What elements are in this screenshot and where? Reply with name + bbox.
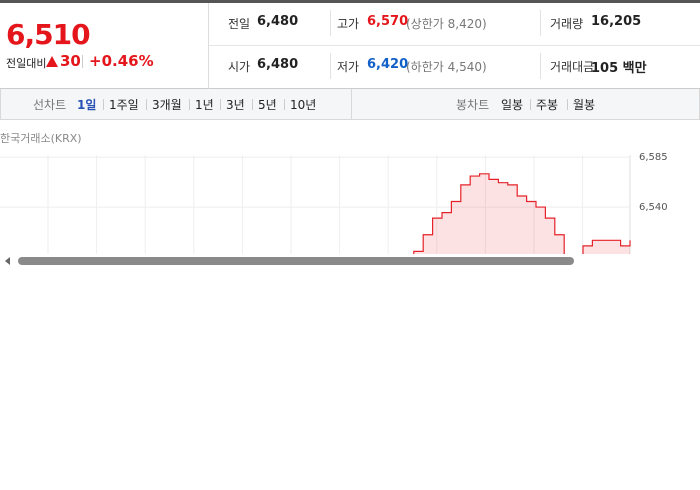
stat-value: 105 백만 — [591, 61, 647, 76]
stat-value: 6,480 — [257, 14, 299, 29]
col-divider — [330, 53, 331, 79]
tab-separator — [284, 99, 285, 110]
tab[interactable]: 1일 — [77, 98, 97, 112]
price-line — [395, 173, 631, 264]
col-divider — [540, 10, 541, 36]
tab[interactable]: 주봉 — [536, 98, 559, 112]
change-label: 전일대비 — [6, 57, 47, 70]
stat-value: 16,205 — [591, 14, 642, 29]
tab-separator — [252, 99, 253, 110]
stat-note: (하한가 4,540) — [406, 60, 487, 74]
tab[interactable]: 3년 — [226, 98, 245, 112]
stat-value: 6,570 — [367, 14, 409, 29]
tab-group-label: 봉차트 — [456, 98, 490, 112]
tab-separator — [530, 99, 531, 110]
tab-group-label: 선차트 — [33, 98, 67, 112]
current-price: 6,510 — [6, 18, 91, 51]
tab-separator — [146, 99, 147, 110]
stats-box — [209, 3, 700, 89]
tab-separator — [220, 99, 221, 110]
price-box: 6,510 전일대비 30 +0.46% — [0, 3, 209, 89]
stat-value: 6,480 — [257, 57, 299, 72]
area — [395, 173, 630, 268]
scroll-thumb[interactable] — [18, 257, 574, 265]
tab[interactable]: 5년 — [258, 98, 277, 112]
tab-separator — [103, 99, 104, 110]
stat-label: 거래대금 — [550, 60, 595, 74]
stat-value: 6,420 — [367, 57, 409, 72]
tab[interactable]: 1년 — [195, 98, 214, 112]
stat-label: 거래량 — [550, 17, 584, 31]
col-divider — [540, 53, 541, 79]
separator — [82, 55, 83, 68]
tab-bar — [0, 89, 700, 120]
scrollbar[interactable] — [0, 254, 700, 268]
stat-label: 전일 — [228, 17, 251, 31]
tab[interactable]: 일봉 — [501, 98, 524, 112]
tab-divider — [351, 89, 352, 119]
stat-label: 시가 — [228, 60, 251, 74]
tab[interactable]: 10년 — [290, 98, 317, 112]
tab[interactable]: 월봉 — [573, 98, 596, 112]
row-divider — [209, 45, 700, 46]
stat-label: 고가 — [337, 17, 360, 31]
tab-separator — [567, 99, 568, 110]
y-tick-label: 6,585 — [639, 152, 668, 163]
change: 30 — [60, 52, 81, 70]
tab-separator — [189, 99, 190, 110]
change-rate: +0.46% — [89, 52, 154, 70]
tab[interactable]: 3개월 — [152, 98, 182, 112]
chart-source: 한국거래소(KRX) — [0, 132, 82, 145]
tab[interactable]: 1주일 — [109, 98, 139, 112]
stat-note: (상한가 8,420) — [406, 17, 487, 31]
y-tick-label: 6,540 — [639, 202, 668, 213]
top-border — [0, 0, 700, 3]
stat-label: 저가 — [337, 60, 360, 74]
col-divider — [330, 10, 331, 36]
up-arrow — [46, 56, 58, 67]
scroll-left[interactable] — [5, 257, 10, 265]
